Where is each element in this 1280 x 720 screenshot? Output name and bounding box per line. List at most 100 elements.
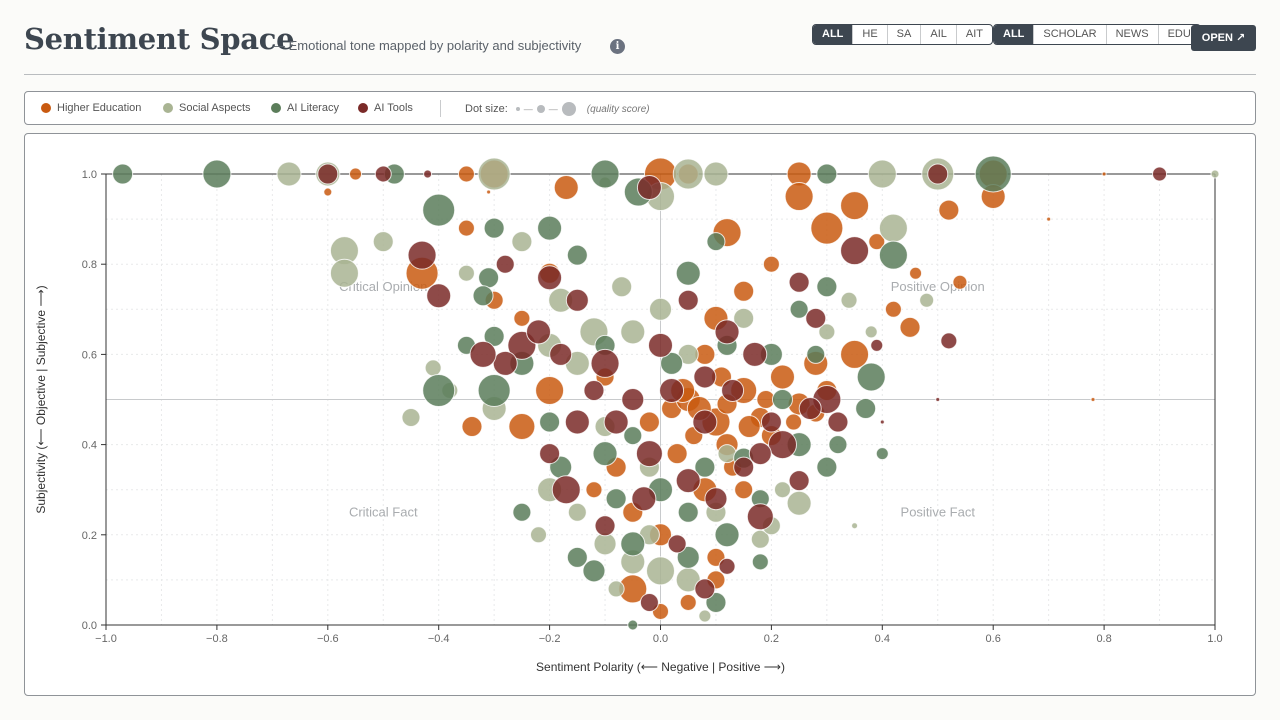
data-point-ai-tools[interactable] xyxy=(621,388,645,411)
data-point-ai-literacy[interactable] xyxy=(605,488,627,510)
data-point-ai-literacy[interactable] xyxy=(566,546,588,568)
data-point-ai-tools[interactable] xyxy=(407,240,437,270)
data-point-higher-education[interactable] xyxy=(457,165,475,183)
filter-type-scholar[interactable]: SCHOLAR xyxy=(1034,25,1107,44)
data-point-social-aspects[interactable] xyxy=(511,231,533,253)
data-point-higher-education[interactable] xyxy=(868,233,886,251)
data-point-ai-tools[interactable] xyxy=(594,515,616,537)
data-point-ai-tools[interactable] xyxy=(733,456,755,478)
data-point-social-aspects[interactable] xyxy=(477,157,511,191)
data-point-social-aspects[interactable] xyxy=(530,526,548,544)
data-point-ai-literacy[interactable] xyxy=(677,501,699,523)
data-point-higher-education[interactable] xyxy=(737,415,761,439)
data-point-ai-tools[interactable] xyxy=(694,578,716,600)
data-point-ai-literacy[interactable] xyxy=(627,619,639,631)
data-point-ai-tools[interactable] xyxy=(537,265,563,291)
data-point-ai-tools[interactable] xyxy=(767,430,797,460)
filter-source-ail[interactable]: AIL xyxy=(921,25,957,44)
data-point-social-aspects[interactable] xyxy=(851,522,859,530)
data-point-higher-education[interactable] xyxy=(679,593,697,611)
data-point-social-aspects[interactable] xyxy=(329,258,359,288)
data-point-ai-tools[interactable] xyxy=(870,338,884,352)
data-point-ai-tools[interactable] xyxy=(659,377,685,403)
data-point-higher-education[interactable] xyxy=(553,175,579,201)
data-point-ai-tools[interactable] xyxy=(374,165,392,183)
data-point-ai-literacy[interactable] xyxy=(706,232,726,252)
filter-type-edu[interactable]: EDU xyxy=(1167,28,1191,40)
filter-type-news[interactable]: NEWS xyxy=(1107,25,1159,44)
data-point-social-aspects[interactable] xyxy=(878,213,908,243)
data-point-higher-education[interactable] xyxy=(349,167,363,181)
data-point-social-aspects[interactable] xyxy=(703,161,729,187)
data-point-ai-tools[interactable] xyxy=(631,486,657,512)
data-point-ai-tools[interactable] xyxy=(714,319,740,345)
data-point-ai-literacy[interactable] xyxy=(816,276,838,298)
data-point-ai-literacy[interactable] xyxy=(112,163,134,185)
data-point-higher-education[interactable] xyxy=(486,189,492,195)
data-point-ai-tools[interactable] xyxy=(693,365,717,389)
data-point-higher-education[interactable] xyxy=(762,255,780,273)
legend-item-higher-education[interactable]: Higher Education xyxy=(41,102,141,114)
data-point-social-aspects[interactable] xyxy=(1210,169,1220,179)
data-point-ai-tools[interactable] xyxy=(635,440,663,468)
data-point-ai-tools[interactable] xyxy=(677,289,699,311)
data-point-ai-literacy[interactable] xyxy=(566,244,588,266)
data-point-ai-literacy[interactable] xyxy=(202,159,232,189)
open-button[interactable]: OPEN ↗ xyxy=(1191,25,1256,51)
data-point-ai-tools[interactable] xyxy=(675,468,701,494)
data-point-higher-education[interactable] xyxy=(323,187,333,197)
data-point-ai-tools[interactable] xyxy=(879,419,885,425)
data-point-ai-literacy[interactable] xyxy=(751,553,769,571)
data-point-social-aspects[interactable] xyxy=(649,297,672,321)
data-point-higher-education[interactable] xyxy=(810,211,844,245)
data-point-ai-literacy[interactable] xyxy=(660,351,684,375)
data-point-ai-literacy[interactable] xyxy=(789,299,809,319)
data-point-ai-tools[interactable] xyxy=(603,409,629,435)
data-point-social-aspects[interactable] xyxy=(401,408,421,428)
data-point-higher-education[interactable] xyxy=(884,300,902,318)
data-point-social-aspects[interactable] xyxy=(646,556,675,586)
info-icon[interactable]: i xyxy=(610,39,625,54)
data-point-social-aspects[interactable] xyxy=(607,580,625,598)
data-point-ai-tools[interactable] xyxy=(746,503,774,531)
data-point-ai-tools[interactable] xyxy=(692,409,718,435)
data-point-ai-tools[interactable] xyxy=(539,443,561,465)
data-point-higher-education[interactable] xyxy=(733,280,755,302)
filter-source-all[interactable]: ALL xyxy=(813,25,854,44)
data-point-ai-literacy[interactable] xyxy=(472,285,494,307)
data-point-higher-education[interactable] xyxy=(513,309,531,327)
data-point-ai-literacy[interactable] xyxy=(828,435,848,455)
data-point-higher-education[interactable] xyxy=(909,266,923,280)
data-point-ai-tools[interactable] xyxy=(469,340,497,368)
data-point-higher-education[interactable] xyxy=(1090,397,1096,402)
data-point-ai-tools[interactable] xyxy=(639,592,659,612)
data-point-ai-literacy[interactable] xyxy=(477,373,511,407)
data-point-ai-tools[interactable] xyxy=(636,175,662,201)
data-point-ai-tools[interactable] xyxy=(426,283,452,309)
scatter-chart[interactable]: Critical Opinion Positive Opinion Critical… xyxy=(25,134,1255,695)
data-point-ai-literacy[interactable] xyxy=(620,531,646,557)
data-point-social-aspects[interactable] xyxy=(867,159,897,189)
data-point-ai-literacy[interactable] xyxy=(875,447,889,461)
data-point-social-aspects[interactable] xyxy=(840,291,858,309)
data-point-higher-education[interactable] xyxy=(457,219,475,237)
data-point-ai-tools[interactable] xyxy=(805,307,827,329)
data-point-social-aspects[interactable] xyxy=(611,276,633,298)
data-point-ai-literacy[interactable] xyxy=(422,373,456,407)
data-point-ai-literacy[interactable] xyxy=(714,522,740,548)
data-point-higher-education[interactable] xyxy=(952,274,968,290)
data-point-ai-literacy[interactable] xyxy=(512,502,532,522)
data-point-ai-tools[interactable] xyxy=(551,475,581,505)
data-point-ai-literacy[interactable] xyxy=(590,159,620,189)
data-point-ai-literacy[interactable] xyxy=(483,217,505,239)
data-point-ai-tools[interactable] xyxy=(549,342,573,366)
data-point-ai-literacy[interactable] xyxy=(582,559,606,583)
data-point-ai-tools[interactable] xyxy=(1152,166,1168,182)
data-point-ai-tools[interactable] xyxy=(564,409,590,435)
data-point-ai-tools[interactable] xyxy=(940,332,958,350)
data-point-higher-education[interactable] xyxy=(784,182,814,212)
data-point-higher-education[interactable] xyxy=(638,411,660,433)
filter-type-all[interactable]: ALL xyxy=(994,25,1035,44)
data-point-social-aspects[interactable] xyxy=(424,359,442,377)
data-point-ai-tools[interactable] xyxy=(667,534,687,554)
